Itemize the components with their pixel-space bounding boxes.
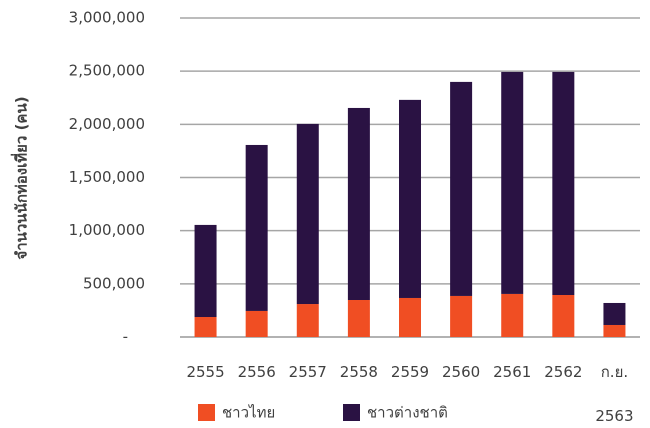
y-tick-label: 500,000 xyxy=(83,274,145,292)
x-tick-label: 2559 xyxy=(390,363,430,381)
legend-swatch xyxy=(343,404,360,421)
legend-swatch xyxy=(198,404,215,421)
bar-segment xyxy=(552,294,575,337)
bar-segment xyxy=(399,297,421,337)
y-tick-label: 3,000,000 xyxy=(69,9,145,27)
x-tick-label: 2560 xyxy=(442,363,481,381)
bar-segment xyxy=(245,310,268,337)
x-tick-label: 2556 xyxy=(237,363,276,381)
bar-segment xyxy=(194,224,217,318)
bar-segment xyxy=(347,299,370,337)
legend-label: ชาวต่างชาติ xyxy=(367,404,448,422)
bar-segment xyxy=(245,144,268,311)
bar-segment xyxy=(501,293,524,337)
y-axis-label: จำนวนนักท่องเที่ยว (คน) xyxy=(11,96,31,259)
x-tick-label: 2558 xyxy=(339,363,378,381)
bar-segment xyxy=(347,107,370,300)
bar-segment xyxy=(603,302,626,325)
x-tick-label: 2562 xyxy=(544,363,583,381)
bar-segment xyxy=(296,123,319,305)
bar-segment xyxy=(296,304,319,337)
y-tick-label: 1,500,000 xyxy=(69,168,145,186)
x-tick-label: ก.ย. 2563 xyxy=(595,363,634,425)
y-tick-label: 1,000,000 xyxy=(69,221,145,239)
bar-segment xyxy=(501,71,524,294)
bar-segment xyxy=(603,324,626,337)
x-tick-label: 2557 xyxy=(288,363,327,381)
legend-label: ชาวไทย xyxy=(222,404,275,422)
x-tick-label: 2555 xyxy=(186,363,225,381)
bar-segment xyxy=(552,71,575,295)
x-tick-label: 2561 xyxy=(493,363,532,381)
y-tick-label: 2,500,000 xyxy=(69,62,145,80)
bar-segment xyxy=(450,295,473,337)
bar-segment xyxy=(450,81,473,296)
bar-segment xyxy=(399,99,421,298)
bar-segment xyxy=(194,317,217,337)
y-tick-label: 2,000,000 xyxy=(69,115,145,133)
y-tick-label: - xyxy=(123,328,128,346)
